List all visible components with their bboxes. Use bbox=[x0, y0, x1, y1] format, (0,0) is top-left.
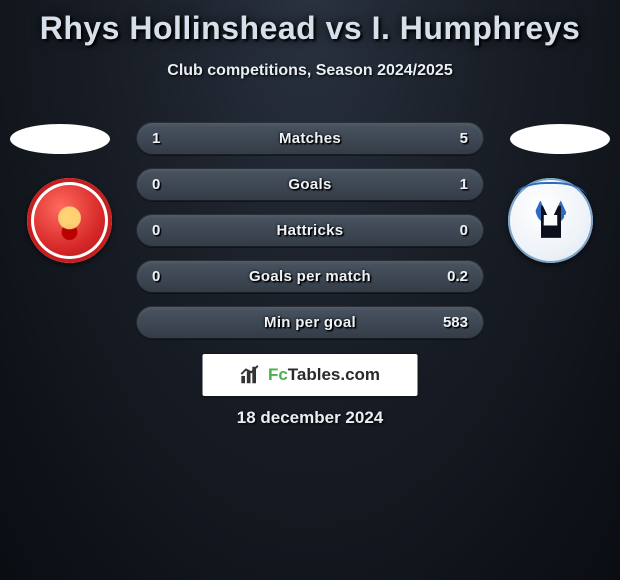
stat-row-hattricks: 0 Hattricks 0 bbox=[136, 214, 484, 247]
snapshot-date: 18 december 2024 bbox=[0, 408, 620, 428]
brand-text: FcTables.com bbox=[268, 365, 380, 385]
stat-label: Min per goal bbox=[136, 306, 484, 339]
brand-prefix: Fc bbox=[268, 365, 288, 384]
club-badge-left bbox=[27, 178, 112, 263]
stat-label: Hattricks bbox=[136, 214, 484, 247]
comparison-card: Rhys Hollinshead vs I. Humphreys Club co… bbox=[0, 0, 620, 580]
stat-row-goals: 0 Goals 1 bbox=[136, 168, 484, 201]
stat-right-value: 1 bbox=[460, 168, 468, 201]
stat-right-value: 583 bbox=[443, 306, 468, 339]
stat-label: Goals per match bbox=[136, 260, 484, 293]
bar-chart-icon bbox=[240, 364, 262, 386]
stat-right-value: 5 bbox=[460, 122, 468, 155]
stat-label: Matches bbox=[136, 122, 484, 155]
stat-right-value: 0 bbox=[460, 214, 468, 247]
stat-row-goals-per-match: 0 Goals per match 0.2 bbox=[136, 260, 484, 293]
stat-row-min-per-goal: Min per goal 583 bbox=[136, 306, 484, 339]
player-silhouette-right bbox=[510, 124, 610, 154]
stat-bars: 1 Matches 5 0 Goals 1 0 Hattricks 0 0 Go… bbox=[136, 122, 484, 352]
page-title: Rhys Hollinshead vs I. Humphreys bbox=[0, 10, 620, 47]
stat-right-value: 0.2 bbox=[447, 260, 468, 293]
stat-label: Goals bbox=[136, 168, 484, 201]
club-badge-right bbox=[508, 178, 593, 263]
stat-row-matches: 1 Matches 5 bbox=[136, 122, 484, 155]
brand-suffix: Tables.com bbox=[288, 365, 380, 384]
page-subtitle: Club competitions, Season 2024/2025 bbox=[0, 62, 620, 80]
player-silhouette-left bbox=[10, 124, 110, 154]
brand-link[interactable]: FcTables.com bbox=[203, 354, 418, 396]
